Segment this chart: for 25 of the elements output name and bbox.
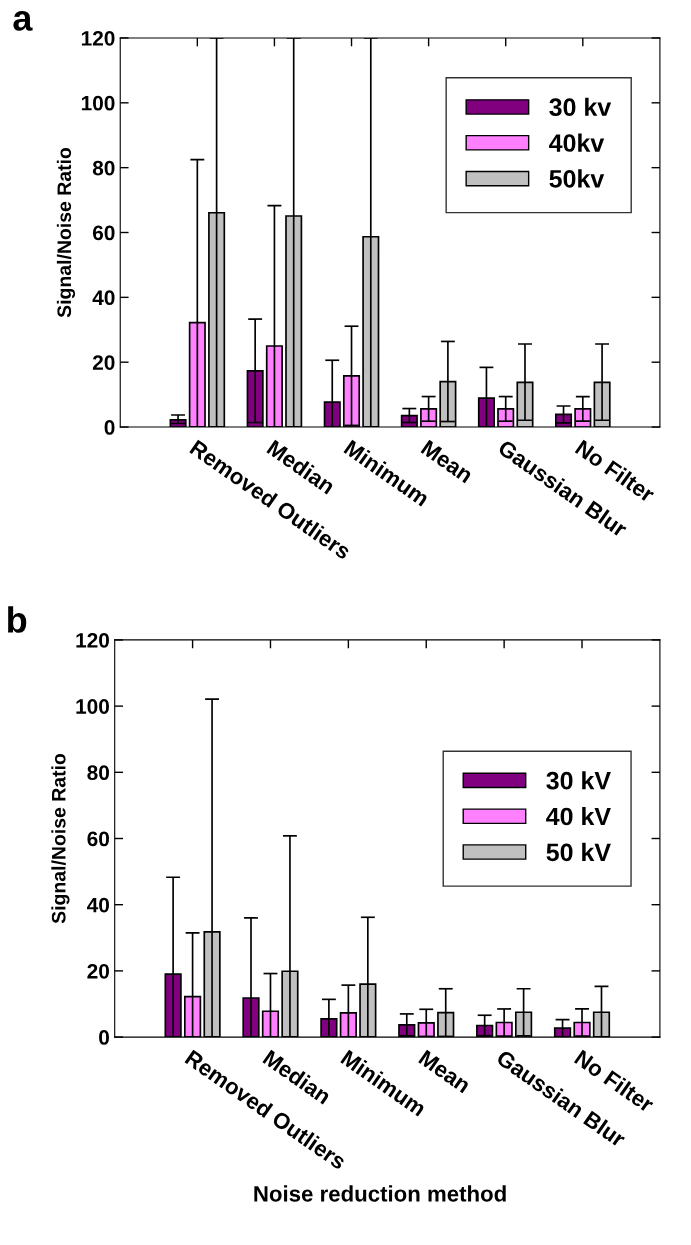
legend-label: 30 kv	[549, 97, 612, 117]
y-tick-label: 20	[87, 963, 109, 979]
y-tick-label: 100	[76, 699, 109, 714]
x-axis-title: Noise reduction method	[254, 1185, 506, 1202]
y-axis-title: Signal/Noise Ratio	[56, 147, 76, 318]
y-tick-label: 100	[81, 95, 115, 111]
y-tick-label: 80	[92, 160, 115, 176]
y-tick-label: 40	[92, 290, 115, 306]
legend-label: 30 kV	[546, 771, 611, 790]
y-tick-label: 120	[76, 632, 109, 648]
y-tick-label: 0	[104, 420, 115, 435]
y-tick-label: 60	[87, 831, 109, 847]
y-tick-label: 60	[92, 225, 115, 241]
chart-title: b	[8, 606, 27, 633]
y-axis-title: Signal/Noise Ratio	[51, 753, 70, 924]
legend-label: 40 kV	[546, 807, 611, 826]
legend-label: 40kv	[549, 133, 605, 152]
y-tick-label: 40	[86, 897, 109, 913]
legend-label: 50kv	[549, 169, 605, 188]
y-tick-label: 20	[92, 355, 115, 370]
chart-title: a	[13, 11, 33, 31]
y-tick-label: 0	[99, 1030, 109, 1045]
y-tick-label: 80	[87, 765, 109, 781]
y-tick-label: 120	[81, 30, 115, 46]
legend-label: 50 kV	[546, 842, 611, 862]
